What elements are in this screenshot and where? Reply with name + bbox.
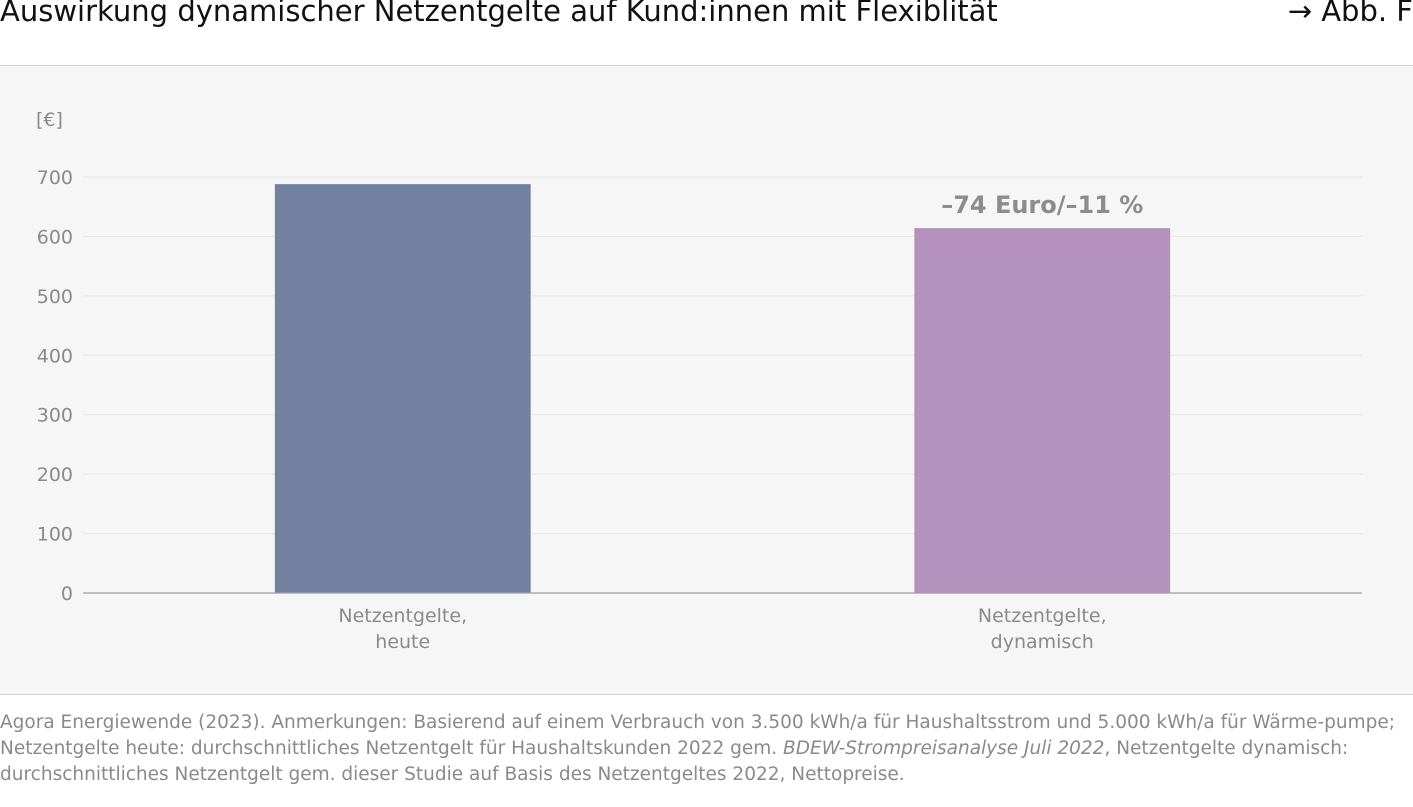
bar-chart: [€] 0 100 200 300 400 500 600 700 Netzentgelte,… (36, 109, 1362, 653)
annotations: –74 Euro/–11 % (941, 191, 1143, 219)
y-tick-label: 700 (37, 167, 73, 189)
footnote: Agora Energiewende (2023). Anmerkungen: … (0, 710, 1400, 788)
y-tick-label: 600 (37, 226, 73, 248)
chart-panel: [€] 0 100 200 300 400 500 600 700 Netzentgelte,… (0, 67, 1413, 695)
figure-reference-link[interactable]: → Abb. F (1287, 0, 1413, 28)
bar (274, 184, 531, 593)
x-category-label: Netzentgelte, heute (338, 605, 467, 653)
footnote-source: BDEW-Strompreisanalyse Juli 2022 (783, 738, 1105, 759)
bar (914, 228, 1171, 593)
footnote-text: Agora Energiewende (2023). Anmerkungen: … (0, 712, 1395, 759)
x-axis-labels: Netzentgelte, heute Netzentgelte, dynamisch (338, 605, 1106, 653)
y-tick-label: 200 (37, 464, 73, 486)
y-axis-unit-label: [€] (36, 109, 63, 131)
figure-header: Auswirkung dynamischer Netzentgelte auf … (0, 0, 1413, 66)
x-category-label: Netzentgelte, dynamisch (978, 605, 1107, 653)
y-tick-label: 0 (61, 583, 73, 605)
y-axis-ticks: 0 100 200 300 400 500 600 700 (37, 167, 73, 605)
footnote-text-end: , Netzentgelte dynamisch: durchschnittli… (0, 738, 1349, 785)
chart-title: Auswirkung dynamischer Netzentgelte auf … (0, 0, 998, 28)
y-tick-label: 300 (37, 405, 73, 427)
bar-annotation: –74 Euro/–11 % (941, 191, 1143, 219)
bars (274, 184, 1171, 593)
y-tick-label: 500 (37, 286, 73, 308)
y-tick-label: 100 (37, 524, 73, 546)
y-tick-label: 400 (37, 345, 73, 367)
